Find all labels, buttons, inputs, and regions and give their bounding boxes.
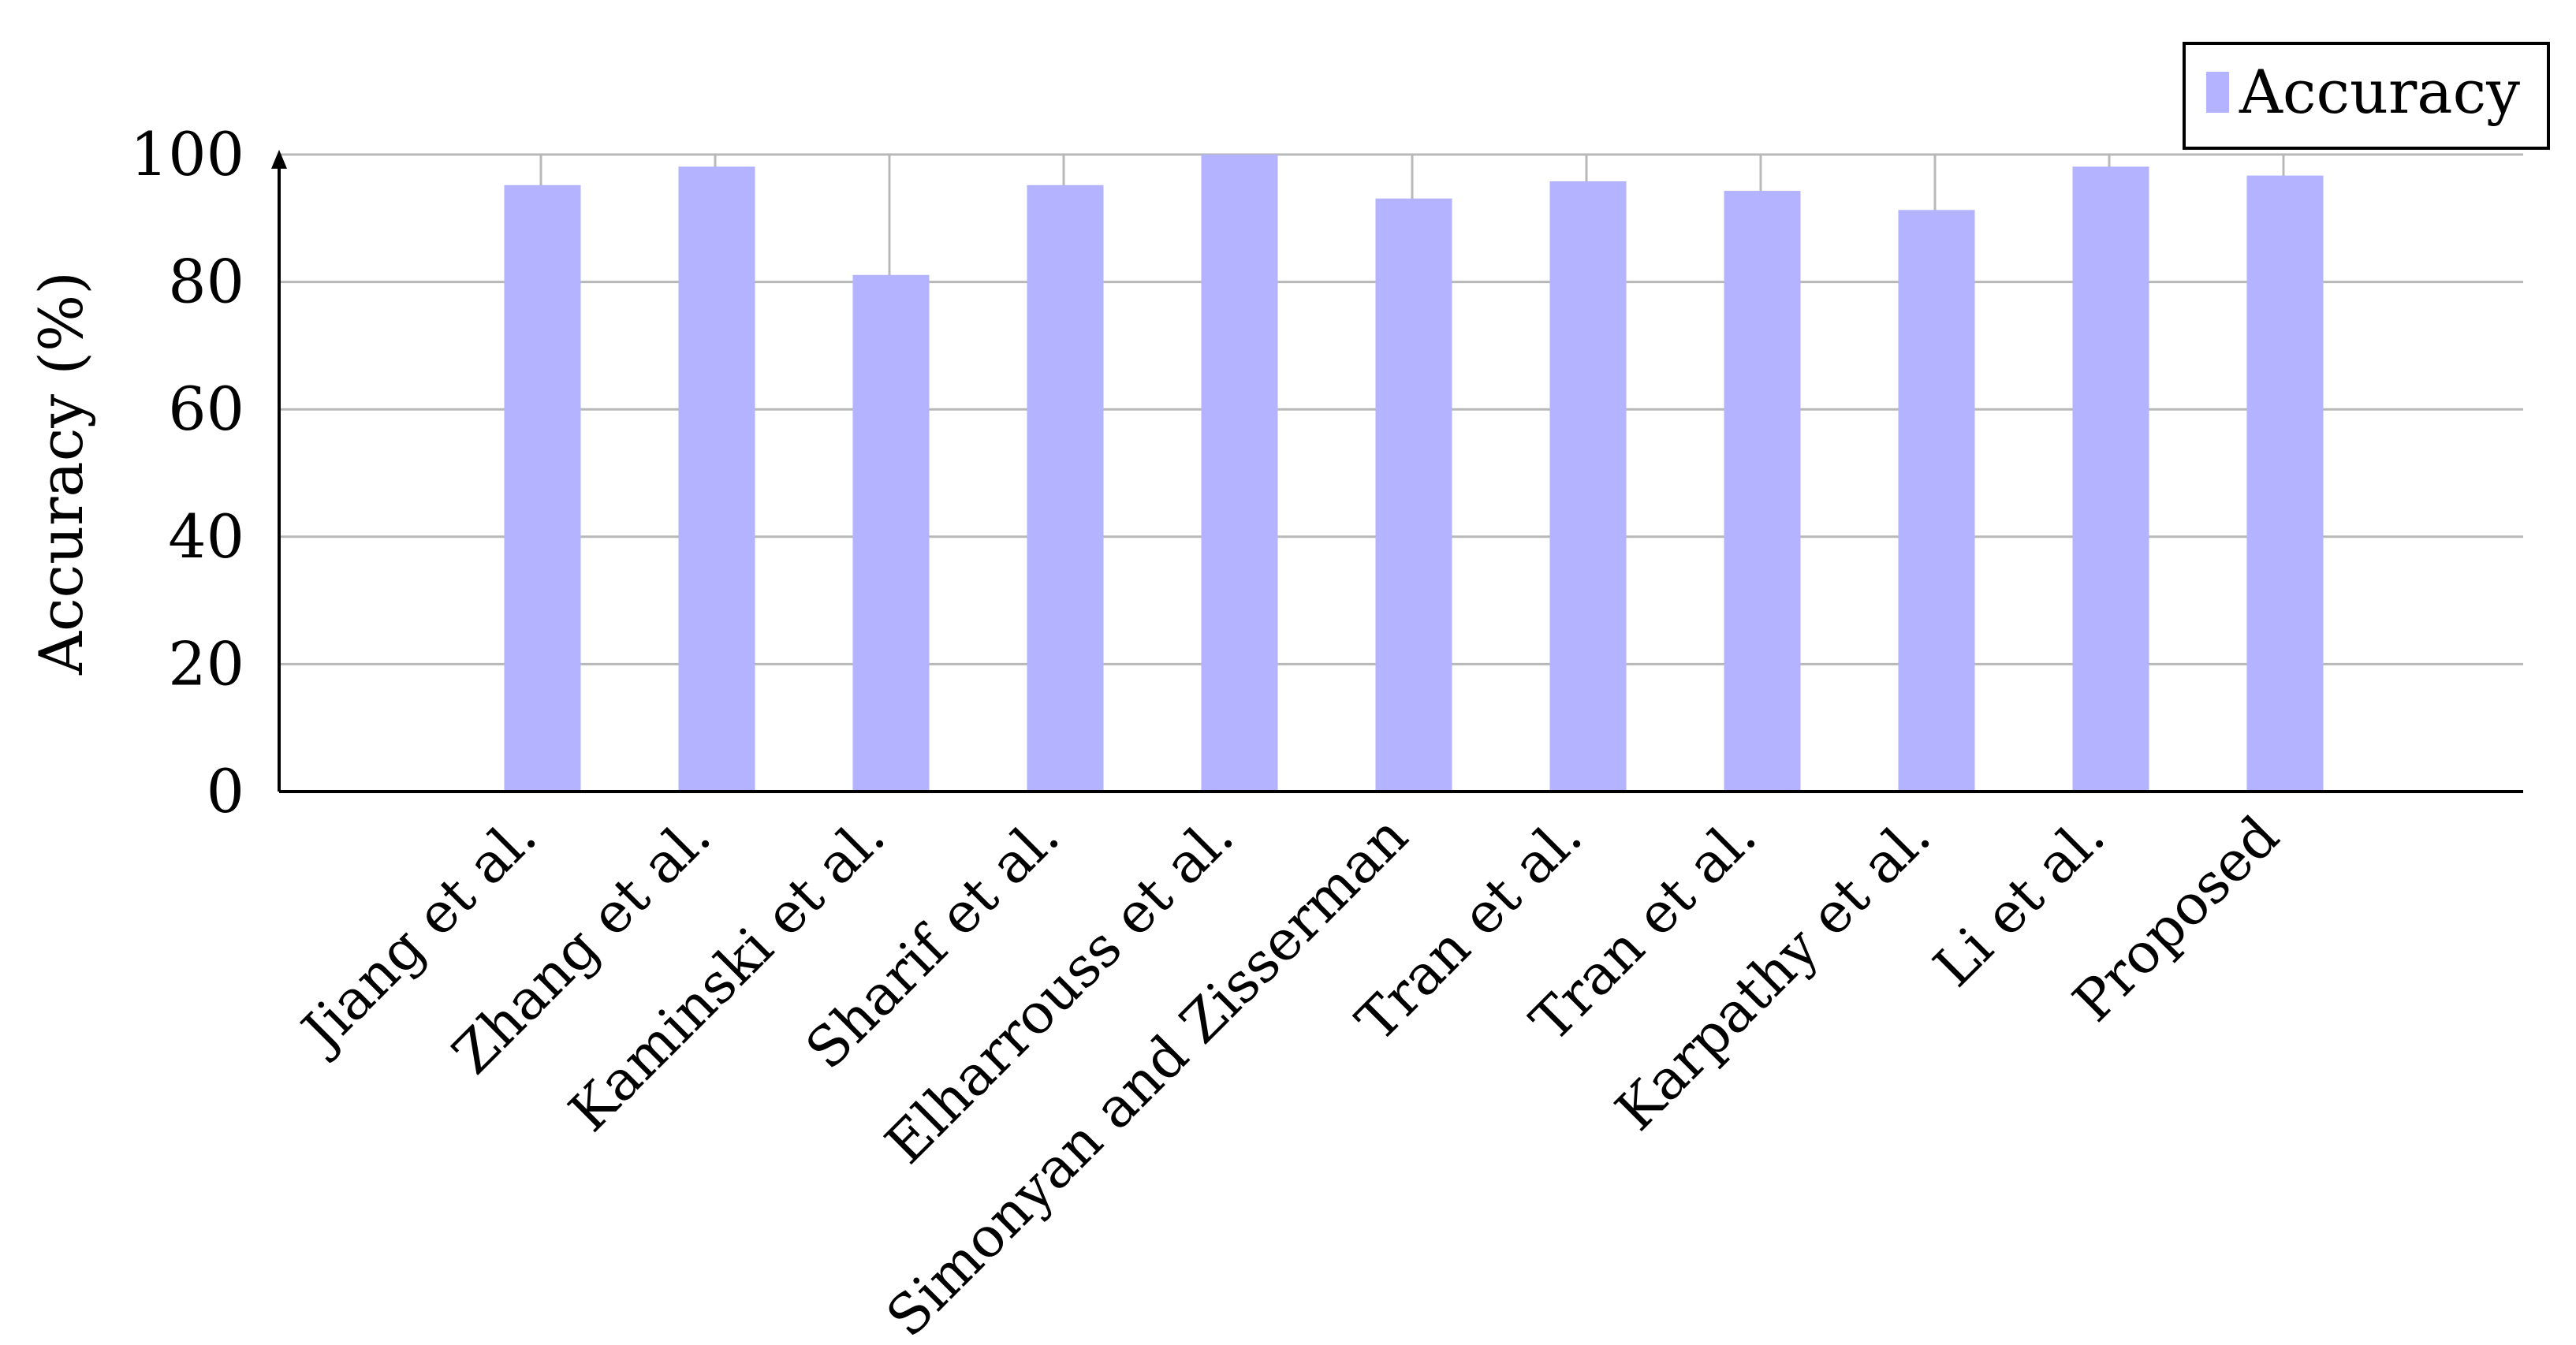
legend: Accuracy — [2183, 42, 2550, 150]
y-tick-label: 60 — [168, 374, 244, 444]
y-tick-label: 0 — [207, 756, 244, 826]
bar — [2246, 175, 2324, 792]
bar — [852, 274, 930, 792]
bar — [1375, 198, 1452, 792]
bar — [1724, 191, 1801, 792]
y-tick-label: 100 — [130, 119, 244, 189]
bar — [2072, 166, 2149, 792]
bar — [504, 184, 581, 792]
y-tick-labels: 0 20 40 60 80 100 — [130, 119, 244, 826]
x-tick-labels: Jiang et al.Zhang et al.Kaminski et al.S… — [286, 803, 2291, 1345]
bar — [678, 166, 755, 792]
y-axis-arrow — [271, 150, 287, 169]
y-tick-label: 40 — [168, 501, 244, 572]
bar — [1201, 155, 1278, 792]
legend-box — [2183, 42, 2550, 150]
x-tick-label: Kaminski et al. — [557, 803, 897, 1144]
y-tick-label: 80 — [168, 247, 244, 317]
y-axis-title: Accuracy (%) — [26, 271, 96, 676]
axes — [271, 150, 2523, 793]
bar — [1549, 181, 1627, 792]
y-tick-label: 20 — [168, 628, 244, 699]
bar — [1898, 210, 1975, 792]
legend-swatch — [2206, 72, 2229, 113]
x-tick-label: Karpathy et al. — [1603, 803, 1943, 1143]
bar — [1027, 184, 1104, 792]
legend-label: Accuracy — [2239, 57, 2520, 127]
bars — [504, 155, 2324, 792]
